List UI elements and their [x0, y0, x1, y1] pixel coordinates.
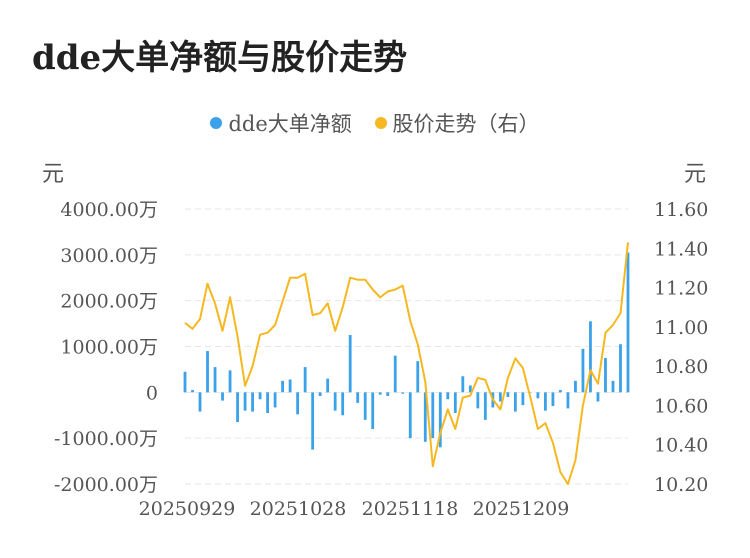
dde-bar: [356, 392, 360, 403]
dde-bar: [228, 370, 232, 393]
dde-bar: [213, 367, 217, 393]
dde-bar: [498, 392, 502, 402]
dde-bar: [566, 392, 570, 409]
dde-bar: [333, 392, 337, 411]
right-tick-label: 11.60: [654, 199, 708, 221]
right-tick-label: 11.40: [654, 238, 708, 260]
dde-bar: [236, 392, 239, 423]
dde-bars: [183, 252, 630, 450]
right-tick-label: 10.20: [654, 474, 708, 496]
chart-title: dde大单净额与股价走势: [32, 38, 408, 78]
right-axis-ticks: 11.60 11.40 11.20 11.00 10.80 10.60 10.40 10.20: [654, 199, 708, 496]
dde-bar: [596, 392, 600, 402]
legend-label-dde: dde大单净额: [228, 112, 352, 136]
dde-bar: [401, 392, 405, 394]
dde-bar: [431, 392, 435, 439]
dde-bar: [206, 351, 209, 393]
dde-bar: [311, 392, 315, 450]
dde-bar: [266, 392, 269, 413]
left-tick-label: -2000.00万: [54, 474, 158, 496]
dde-bar: [191, 390, 194, 393]
dde-bar: [393, 355, 397, 393]
left-tick-label: 0: [146, 382, 158, 404]
dde-bar: [626, 252, 630, 393]
x-tick-label: 20251118: [362, 498, 459, 520]
dde-bar: [243, 392, 247, 411]
left-tick-label: 4000.00万: [60, 199, 158, 221]
dde-bar: [536, 392, 540, 399]
dde-bar: [371, 392, 375, 429]
price-line-group: [184, 242, 629, 485]
right-axis-unit: 元: [684, 162, 707, 187]
dde-bar: [348, 335, 352, 393]
left-tick-label: -1000.00万: [54, 428, 158, 450]
dde-bar: [273, 392, 277, 408]
dde-bar: [318, 392, 322, 396]
dde-bar: [446, 392, 450, 400]
dde-bar: [551, 392, 555, 407]
left-tick-label: 1000.00万: [60, 337, 158, 359]
left-axis-unit: 元: [42, 162, 65, 187]
price-line: [184, 242, 629, 485]
dde-bar: [476, 392, 480, 409]
dde-bar: [619, 344, 622, 393]
dde-bar: [386, 392, 390, 396]
dde-bar: [423, 392, 427, 442]
dde-bar: [258, 392, 262, 400]
right-tick-label: 10.60: [654, 395, 708, 417]
legend-item-price[interactable]: 股价走势（右）: [374, 108, 540, 138]
dde-bar: [581, 348, 585, 393]
dde-bar: [559, 390, 562, 393]
dde-bar: [281, 380, 285, 393]
x-axis-ticks: 20250929 20251028 20251118 20251209: [139, 498, 570, 520]
dde-bar: [506, 392, 510, 397]
legend-marker-price: [374, 117, 387, 129]
right-tick-label: 10.80: [654, 356, 708, 378]
x-tick-label: 20250929: [139, 498, 236, 520]
right-tick-label: 11.20: [654, 278, 708, 300]
left-axis-ticks: 4000.00万 3000.00万 2000.00万 1000.00万 0 -1000.0…: [54, 199, 158, 496]
legend-item-dde[interactable]: dde大单净额: [210, 108, 352, 138]
legend-marker-dde: [210, 117, 223, 129]
dde-bar: [589, 321, 592, 393]
dde-bar: [528, 392, 532, 393]
dde-bar: [363, 392, 367, 420]
dde-bar: [303, 367, 307, 393]
right-tick-label: 10.40: [654, 435, 708, 457]
dde-bar: [611, 380, 615, 393]
dde-bar: [251, 392, 254, 412]
dde-bar: [544, 392, 547, 411]
dde-bar: [341, 392, 345, 416]
dde-bar: [453, 392, 457, 413]
x-tick-label: 20251209: [473, 498, 570, 520]
dde-bar: [604, 357, 607, 393]
x-tick-label: 20251028: [250, 498, 347, 520]
dde-bar: [461, 376, 465, 393]
dde-bar: [408, 392, 412, 439]
grid-lines: [185, 208, 628, 485]
legend: dde大单净额 股价走势（右）: [0, 108, 750, 138]
dde-bar: [378, 392, 382, 395]
right-tick-label: 11.00: [654, 317, 708, 339]
dde-bar: [438, 392, 442, 448]
dde-bar: [198, 392, 202, 412]
dde-bar: [221, 392, 224, 401]
dde-bar: [521, 392, 525, 406]
left-tick-label: 2000.00万: [60, 291, 158, 313]
dde-bar: [513, 392, 517, 412]
dde-bar: [483, 392, 487, 420]
dde-bar: [468, 385, 472, 393]
dde-bar: [296, 392, 300, 415]
dde-bar: [574, 380, 577, 393]
left-tick-label: 3000.00万: [60, 245, 158, 267]
dde-bar: [326, 378, 330, 393]
dde-bar: [183, 371, 187, 393]
legend-label-price: 股价走势（右）: [392, 112, 540, 136]
dde-bar: [416, 361, 420, 393]
dde-bar: [288, 379, 292, 393]
